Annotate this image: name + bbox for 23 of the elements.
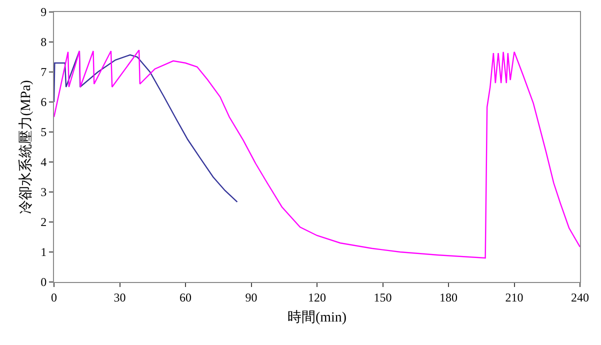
y-tick-label: 6 [40, 95, 47, 110]
y-tick-label: 8 [40, 35, 47, 50]
line-series [54, 50, 238, 202]
y-tick-label: 2 [40, 215, 47, 230]
line-series [54, 50, 580, 259]
x-tick-label: 90 [245, 290, 258, 304]
y-tick-label: 4 [40, 155, 47, 170]
x-tick-label: 30 [114, 290, 126, 304]
x-tick-label: 60 [180, 290, 192, 304]
x-tick-label: 180 [440, 290, 458, 304]
y-tick-label: 1 [40, 245, 47, 260]
y-tick-label: 7 [40, 65, 47, 80]
x-tick-label: 120 [308, 290, 326, 304]
x-tick-label: 0 [51, 290, 57, 304]
x-tick-label: 150 [374, 290, 392, 304]
x-axis-title: 時間(min) [287, 310, 347, 326]
y-tick-label: 9 [40, 5, 47, 20]
y-tick-label: 0 [40, 275, 47, 290]
y-axis-title: 冷卻水系統壓力(MPa) [18, 80, 34, 214]
x-tick-label: 240 [571, 290, 589, 304]
y-tick-label: 5 [40, 125, 47, 140]
y-tick-label: 3 [40, 185, 47, 200]
x-tick-label: 210 [505, 290, 524, 304]
